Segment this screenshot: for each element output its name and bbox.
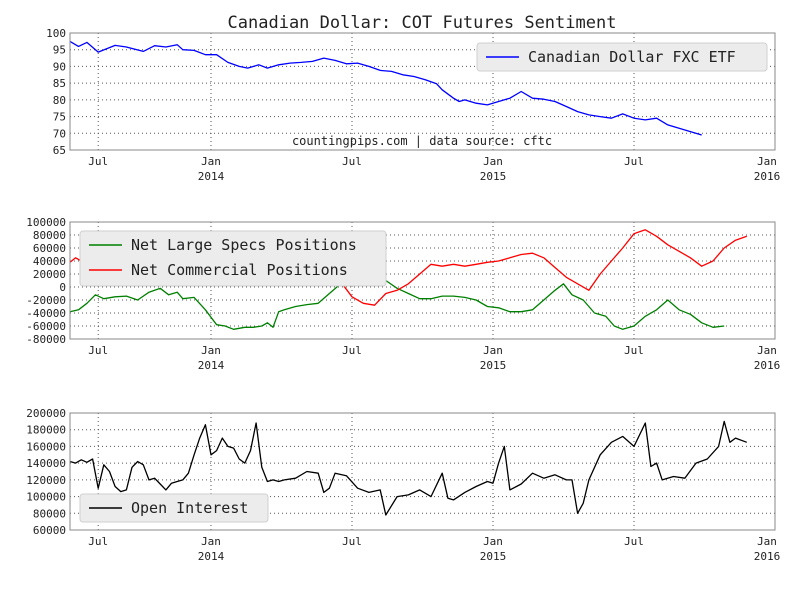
x-tick-year: 2016: [754, 170, 781, 183]
legend-label: Canadian Dollar FXC ETF: [528, 48, 736, 66]
y-tick-label: 180000: [26, 424, 66, 437]
y-tick-label: 65: [53, 144, 66, 157]
y-tick-label: 100: [46, 27, 66, 40]
x-tick-year: 2014: [198, 170, 225, 183]
y-tick-label: 100000: [26, 491, 66, 504]
x-tick-label: Jul: [624, 155, 644, 168]
x-tick-label: Jan: [201, 155, 221, 168]
legend: Open Interest: [79, 493, 269, 523]
y-tick-label: -20000: [26, 294, 66, 307]
legend-label: Open Interest: [131, 499, 248, 517]
panel-3: 60000 80000 100000 120000 140000 160000 180000…: [26, 407, 780, 563]
legend: Net Large Specs Positions Net Commercial …: [79, 230, 387, 287]
y-tick-label: 70: [53, 127, 66, 140]
y-tick-label: 60000: [33, 242, 66, 255]
x-tick-label: Jan: [757, 535, 777, 548]
y-tick-label: 20000: [33, 268, 66, 281]
y-tick-label: 100000: [26, 216, 66, 229]
panel-2: -80000-60000-40000-200000200004000060000…: [26, 216, 780, 372]
y-tick-label: 140000: [26, 457, 66, 470]
plot-frame: [69, 32, 776, 151]
series-line-net-commercial-positions: [69, 257, 82, 263]
y-tick-label: -60000: [26, 320, 66, 333]
y-tick-label: 40000: [33, 255, 66, 268]
x-tick-label: Jul: [342, 535, 362, 548]
x-tick-label: Jul: [624, 344, 644, 357]
series-line-open-interest: [69, 420, 748, 516]
legend-box: [79, 493, 269, 523]
x-tick-label: Jul: [624, 535, 644, 548]
y-tick-label: 90: [53, 60, 66, 73]
y-tick-label: 60000: [33, 524, 66, 537]
x-tick-year: 2015: [480, 550, 507, 563]
x-tick-year: 2014: [198, 550, 225, 563]
x-tick-label: Jan: [201, 535, 221, 548]
plot-frame: [69, 221, 776, 340]
chart-title: Canadian Dollar: COT Futures Sentiment: [228, 13, 617, 33]
y-tick-label: 120000: [26, 474, 66, 487]
legend-label: Net Commercial Positions: [131, 261, 348, 279]
series-line-net-commercial-positions: [340, 229, 748, 306]
panel-1: 65 70 75 80 85 90 95 100 Jul Jan 2014 Jul Jan 2015 Jul…: [46, 27, 780, 183]
y-tick-label: 160000: [26, 440, 66, 453]
y-tick-label: 200000: [26, 407, 66, 420]
y-tick-label: -80000: [26, 333, 66, 346]
y-tick-label: 80000: [33, 229, 66, 242]
x-tick-label: Jan: [483, 344, 503, 357]
y-tick-label: 0: [59, 281, 66, 294]
y-tick-label: 80: [53, 94, 66, 107]
x-tick-label: Jul: [88, 155, 108, 168]
x-tick-label: Jan: [201, 344, 221, 357]
x-tick-label: Jul: [88, 535, 108, 548]
legend-box: [79, 230, 387, 287]
x-tick-label: Jan: [483, 155, 503, 168]
y-tick-label: 80000: [33, 507, 66, 520]
x-tick-label: Jul: [342, 344, 362, 357]
y-tick-label: -40000: [26, 307, 66, 320]
y-tick-label: 75: [53, 111, 66, 124]
y-tick-label: 85: [53, 77, 66, 90]
x-tick-label: Jan: [483, 535, 503, 548]
y-tick-label: 95: [53, 44, 66, 57]
series-line-canadian-dollar-fxc-etf: [69, 40, 702, 136]
plot-frame: [69, 412, 776, 531]
legend: Canadian Dollar FXC ETF: [476, 42, 768, 72]
x-tick-label: Jul: [88, 344, 108, 357]
x-tick-year: 2015: [480, 170, 507, 183]
legend-box: [476, 42, 768, 72]
x-tick-label: Jan: [757, 155, 777, 168]
x-tick-year: 2015: [480, 359, 507, 372]
x-tick-label: Jul: [342, 155, 362, 168]
watermark: countingpips.com | data source: cftc: [292, 134, 552, 148]
x-tick-year: 2016: [754, 359, 781, 372]
x-tick-year: 2016: [754, 550, 781, 563]
legend-label: Net Large Specs Positions: [131, 236, 357, 254]
x-tick-label: Jan: [757, 344, 777, 357]
x-tick-year: 2014: [198, 359, 225, 372]
